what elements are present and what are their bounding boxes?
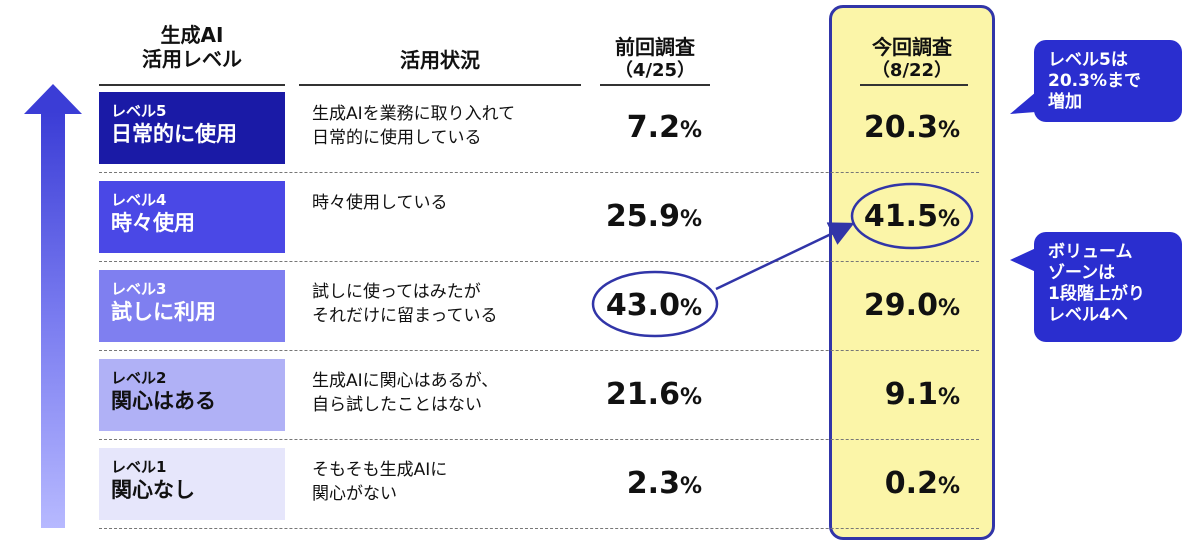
level-box: レベル4 時々使用	[99, 181, 285, 253]
prev-value-number: 25.9	[605, 199, 680, 234]
level-name: 日常的に使用	[111, 122, 237, 146]
row-divider	[99, 350, 979, 351]
prev-value-number: 43.0	[605, 288, 680, 323]
header-underline-curr	[860, 84, 968, 86]
level-name: 関心はある	[111, 389, 216, 413]
header-status: 活用状況	[400, 48, 480, 72]
percent-sign: %	[937, 207, 960, 232]
percent-sign: %	[937, 118, 960, 143]
level-arrow-shaft	[41, 112, 65, 528]
oval-level4-curr	[850, 182, 974, 250]
prev-value: 7.2%	[590, 110, 702, 145]
percent-sign: %	[679, 296, 702, 321]
oval-level3-prev	[591, 270, 719, 338]
row-divider	[99, 261, 979, 262]
level-description: そもそも生成AIに 関心がない	[312, 460, 448, 504]
arrow-up-icon	[24, 84, 82, 114]
percent-sign: %	[679, 207, 702, 232]
prev-value: 21.6%	[590, 377, 702, 412]
prev-value-number: 2.3	[626, 466, 680, 501]
level-number: レベル4	[111, 191, 167, 209]
prev-value: 25.9%	[590, 199, 702, 234]
header-underline-level	[99, 84, 285, 86]
curr-value: 9.1%	[840, 377, 960, 412]
level-box: レベル3 試しに利用	[99, 270, 285, 342]
level-name: 時々使用	[111, 211, 195, 235]
header-curr-date: （8/22）	[871, 60, 953, 81]
level-number: レベル5	[111, 102, 167, 120]
header-underline-status	[299, 84, 581, 86]
level-description: 試しに使ってはみたが それだけに留まっている	[312, 282, 498, 326]
percent-sign: %	[679, 385, 702, 410]
percent-sign: %	[937, 385, 960, 410]
header-underline-prev	[600, 84, 710, 86]
callout-volume-zone: ボリューム ゾーンは 1段階上がり レベル4へ	[1034, 232, 1182, 342]
curr-value: 41.5%	[840, 199, 960, 234]
curr-value: 0.2%	[840, 466, 960, 501]
level-description: 時々使用している	[312, 193, 448, 213]
curr-value-number: 29.0	[863, 288, 938, 323]
level-description: 生成AIに関心はあるが、 自ら試したことはない	[312, 371, 499, 415]
callout-level5: レベル5は 20.3%まで 増加	[1034, 40, 1182, 122]
level-number: レベル3	[111, 280, 167, 298]
row-divider	[99, 439, 979, 440]
level-box: レベル2 関心はある	[99, 359, 285, 431]
connector-arrow	[715, 222, 855, 291]
curr-value: 20.3%	[840, 110, 960, 145]
header-level: 生成AI 活用レベル	[142, 23, 242, 71]
prev-value: 43.0%	[590, 288, 702, 323]
level-box: レベル1 関心なし	[99, 448, 285, 520]
curr-value: 29.0%	[840, 288, 960, 323]
level-number: レベル1	[111, 458, 167, 476]
prev-value-number: 21.6	[605, 377, 680, 412]
level-description: 生成AIを業務に取り入れて 日常的に使用している	[312, 104, 516, 148]
percent-sign: %	[937, 474, 960, 499]
curr-value-number: 0.2	[884, 466, 938, 501]
callout-level5-tail	[1010, 92, 1036, 114]
level-name: 試しに利用	[111, 300, 216, 324]
row-divider	[99, 172, 979, 173]
header-curr: 今回調査	[872, 35, 952, 59]
header-prev: 前回調査	[615, 35, 695, 59]
curr-value-number: 41.5	[863, 199, 938, 234]
curr-value-number: 20.3	[863, 110, 938, 145]
header-prev-date: （4/25）	[614, 60, 696, 81]
level-box: レベル5 日常的に使用	[99, 92, 285, 164]
level-number: レベル2	[111, 369, 167, 387]
current-survey-highlight	[829, 5, 995, 540]
callout-volume-zone-tail	[1010, 248, 1036, 272]
percent-sign: %	[679, 474, 702, 499]
percent-sign: %	[679, 118, 702, 143]
curr-value-number: 9.1	[884, 377, 938, 412]
row-divider	[99, 528, 979, 529]
percent-sign: %	[937, 296, 960, 321]
level-name: 関心なし	[111, 478, 195, 502]
prev-value-number: 7.2	[626, 110, 680, 145]
prev-value: 2.3%	[590, 466, 702, 501]
